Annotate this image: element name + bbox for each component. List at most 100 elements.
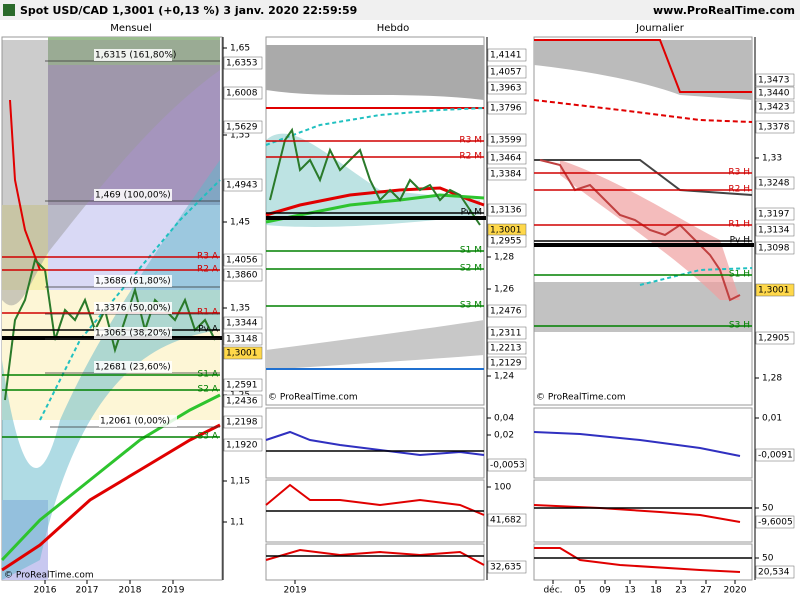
fib-label-bg [94, 49, 172, 61]
title-bar [0, 0, 800, 20]
axis-tick-label: 1,28 [494, 253, 514, 263]
line [265, 186, 485, 217]
level-label: R3 M [459, 136, 482, 146]
level-label: S3 H [729, 321, 750, 331]
axis-tick-label: 1,65 [230, 44, 250, 54]
price-label: 1,6008 [226, 89, 258, 99]
price-label: 1,2198 [226, 418, 258, 428]
x-tick-label: déc. [543, 585, 562, 596]
price-label: 1,4057 [490, 68, 522, 78]
price-label: 41,682 [490, 516, 522, 526]
price-label-box [223, 86, 263, 100]
price-label: 1,2476 [490, 307, 522, 317]
price-label-box [487, 326, 527, 340]
price-label-box [755, 73, 795, 87]
price-label-box [223, 56, 263, 70]
x-tick-label: 05 [574, 586, 585, 596]
price-label-box [487, 48, 527, 62]
price-label: 1,3098 [758, 244, 790, 254]
price-label-box [487, 65, 527, 79]
indicator [533, 431, 741, 457]
price-label-box [487, 101, 527, 115]
indicator [265, 548, 485, 566]
price-label: 1,2311 [490, 329, 522, 339]
price-label-box [487, 458, 527, 472]
level-label: S3 A [198, 432, 219, 442]
price-label-box [223, 346, 263, 360]
price-label: 1,3001 [226, 349, 258, 359]
line [9, 99, 41, 271]
indicator-frame [265, 407, 485, 479]
price-label-box [755, 223, 795, 237]
price-label: 1,3344 [226, 319, 258, 329]
axis-tick-label: 0,01 [762, 414, 782, 424]
fib-label: 1,469 (100,00%) [95, 191, 171, 201]
price-label-box [223, 120, 263, 134]
price-label-box [755, 120, 795, 134]
level-label: S1 A [198, 370, 219, 380]
line [534, 39, 752, 93]
x-tick-label: 2019 [162, 586, 185, 596]
axis-tick-label: 0,04 [494, 414, 514, 424]
price-label: 1,3001 [490, 226, 522, 236]
price-label-box [755, 86, 795, 100]
price-label: 1,3599 [490, 136, 522, 146]
price-label-box [755, 565, 795, 579]
line [534, 159, 753, 196]
price-label-box [487, 560, 527, 574]
price-label-box [223, 378, 263, 392]
price-label: 1,2905 [758, 334, 790, 344]
price-label: 1,6353 [226, 59, 258, 69]
fib-label: 1,3686 (61,80%) [95, 277, 171, 287]
price-label-box [487, 356, 527, 370]
fib-label: 1,2681 (23,60%) [95, 363, 171, 373]
price-label: -9,6005 [758, 518, 793, 528]
panel-title: Hebdo [377, 23, 410, 34]
fib-label-bg [94, 275, 172, 287]
fib-label: 1,6315 (161,80%) [95, 51, 176, 61]
level-label: Pv H [730, 236, 750, 246]
price-label: 1,3378 [758, 123, 790, 133]
indicator-frame [533, 543, 753, 581]
axis-tick-label: 1,55 [230, 131, 250, 141]
x-tick-label: 2018 [119, 586, 142, 596]
level-label: R1 H [728, 220, 750, 230]
price-label-box [487, 234, 527, 248]
indicator [533, 504, 741, 523]
price-label-box [223, 438, 263, 452]
axis-tick-label: 50 [762, 504, 774, 514]
price-label: 1,3860 [226, 271, 258, 281]
x-tick-label: 09 [599, 586, 611, 596]
price-label: 32,635 [490, 563, 522, 573]
x-tick-label: 27 [700, 586, 711, 596]
price-label: 1,3384 [490, 170, 522, 180]
level-label: R3 H [728, 168, 750, 178]
price-label-box [755, 448, 795, 462]
price-label-box [755, 241, 795, 255]
fib-label-bg [94, 361, 172, 373]
price-label-box [755, 515, 795, 529]
indicator-frame [533, 407, 753, 479]
price-label-box [223, 268, 263, 282]
price-label: 1,3796 [490, 104, 522, 114]
level-label: S2 M [460, 264, 482, 274]
price-label: 1,3963 [490, 84, 522, 94]
axis-tick-label: 1,26 [494, 285, 514, 295]
price-label: 1,4056 [226, 256, 258, 266]
axis-tick-label: 1,45 [230, 218, 250, 228]
price-label: 1,2213 [490, 344, 522, 354]
price-label: 1,5629 [226, 123, 258, 133]
fib-label: 1,3376 (50,00%) [95, 304, 171, 314]
price-label: -0,0091 [758, 451, 793, 461]
price-label: 1,3248 [758, 179, 790, 189]
level-label: R2 A [197, 265, 219, 275]
price-label-box [487, 151, 527, 165]
price-label-box [487, 513, 527, 527]
x-tick-label: 2016 [34, 586, 57, 596]
fib-label-bg [94, 189, 172, 201]
price-label-box [223, 178, 263, 192]
candles [269, 127, 481, 226]
price-label: 1,1920 [226, 441, 258, 451]
price-label: 1,4141 [490, 51, 522, 61]
level-label: R3 A [197, 252, 219, 262]
